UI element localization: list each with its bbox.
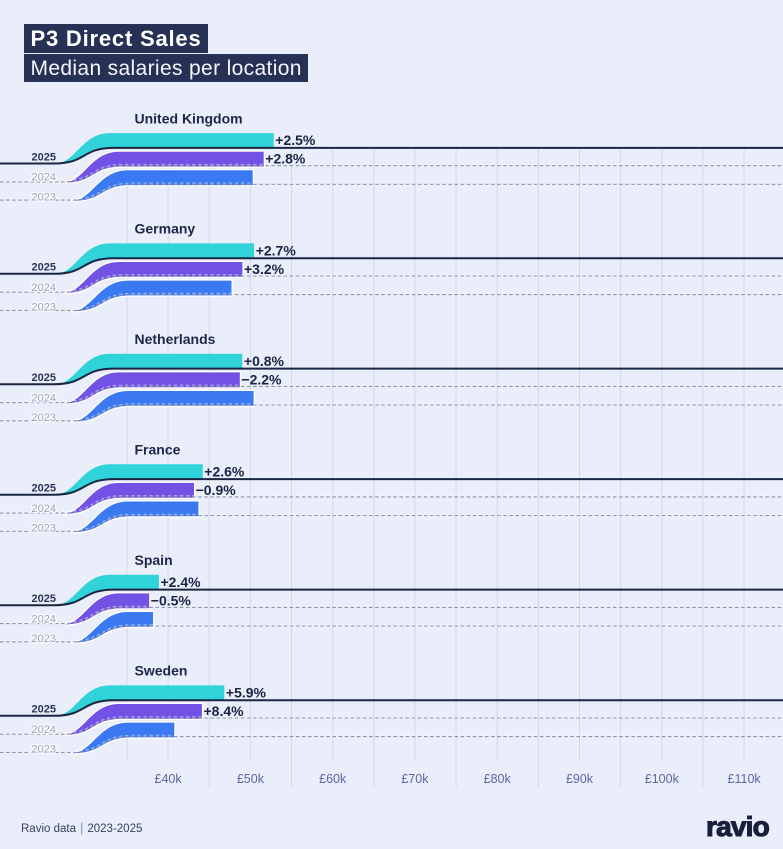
svg-text:2025: 2025 [32,483,56,495]
svg-text:£60k: £60k [319,772,347,786]
svg-text:2025: 2025 [32,151,56,163]
svg-text:+2.5%: +2.5% [275,132,316,148]
svg-text:2025: 2025 [32,262,56,274]
svg-text:−2.2%: −2.2% [241,371,282,387]
svg-text:2024: 2024 [32,172,56,184]
svg-text:2024: 2024 [32,503,56,515]
svg-text:Sweden: Sweden [135,663,188,679]
svg-text:Netherlands: Netherlands [135,331,216,347]
svg-text:£50k: £50k [237,772,265,786]
svg-text:2024: 2024 [32,392,56,404]
svg-text:+2.7%: +2.7% [256,242,297,258]
svg-text:+3.2%: +3.2% [244,261,285,277]
svg-text:Germany: Germany [135,221,196,237]
svg-text:2023: 2023 [32,744,56,756]
svg-text:2024: 2024 [32,724,56,736]
svg-text:2023: 2023 [32,412,56,424]
svg-text:£40k: £40k [155,772,183,786]
svg-text:2023: 2023 [32,523,56,535]
svg-text:+2.8%: +2.8% [265,151,306,167]
svg-text:2025: 2025 [32,593,56,605]
svg-text:£80k: £80k [484,772,512,786]
svg-text:2023: 2023 [32,633,56,645]
svg-text:£90k: £90k [566,772,594,786]
svg-text:−0.9%: −0.9% [196,482,237,498]
svg-text:Spain: Spain [135,552,173,568]
svg-text:France: France [135,442,181,458]
svg-text:2023: 2023 [32,191,56,203]
svg-text:£70k: £70k [401,772,429,786]
svg-text:−0.5%: −0.5% [151,592,192,608]
svg-text:2025: 2025 [32,704,56,716]
svg-text:+0.8%: +0.8% [244,353,285,369]
svg-text:+5.9%: +5.9% [226,684,267,700]
svg-text:2024: 2024 [32,282,56,294]
svg-text:+8.4%: +8.4% [204,703,245,719]
svg-text:2023: 2023 [32,302,56,314]
svg-text:+2.4%: +2.4% [161,574,202,590]
svg-text:2024: 2024 [32,613,56,625]
svg-text:United Kingdom: United Kingdom [135,110,243,126]
svg-text:£110k: £110k [728,772,762,786]
svg-text:£100k: £100k [645,772,680,786]
svg-text:2025: 2025 [32,372,56,384]
svg-text:+2.6%: +2.6% [204,463,245,479]
